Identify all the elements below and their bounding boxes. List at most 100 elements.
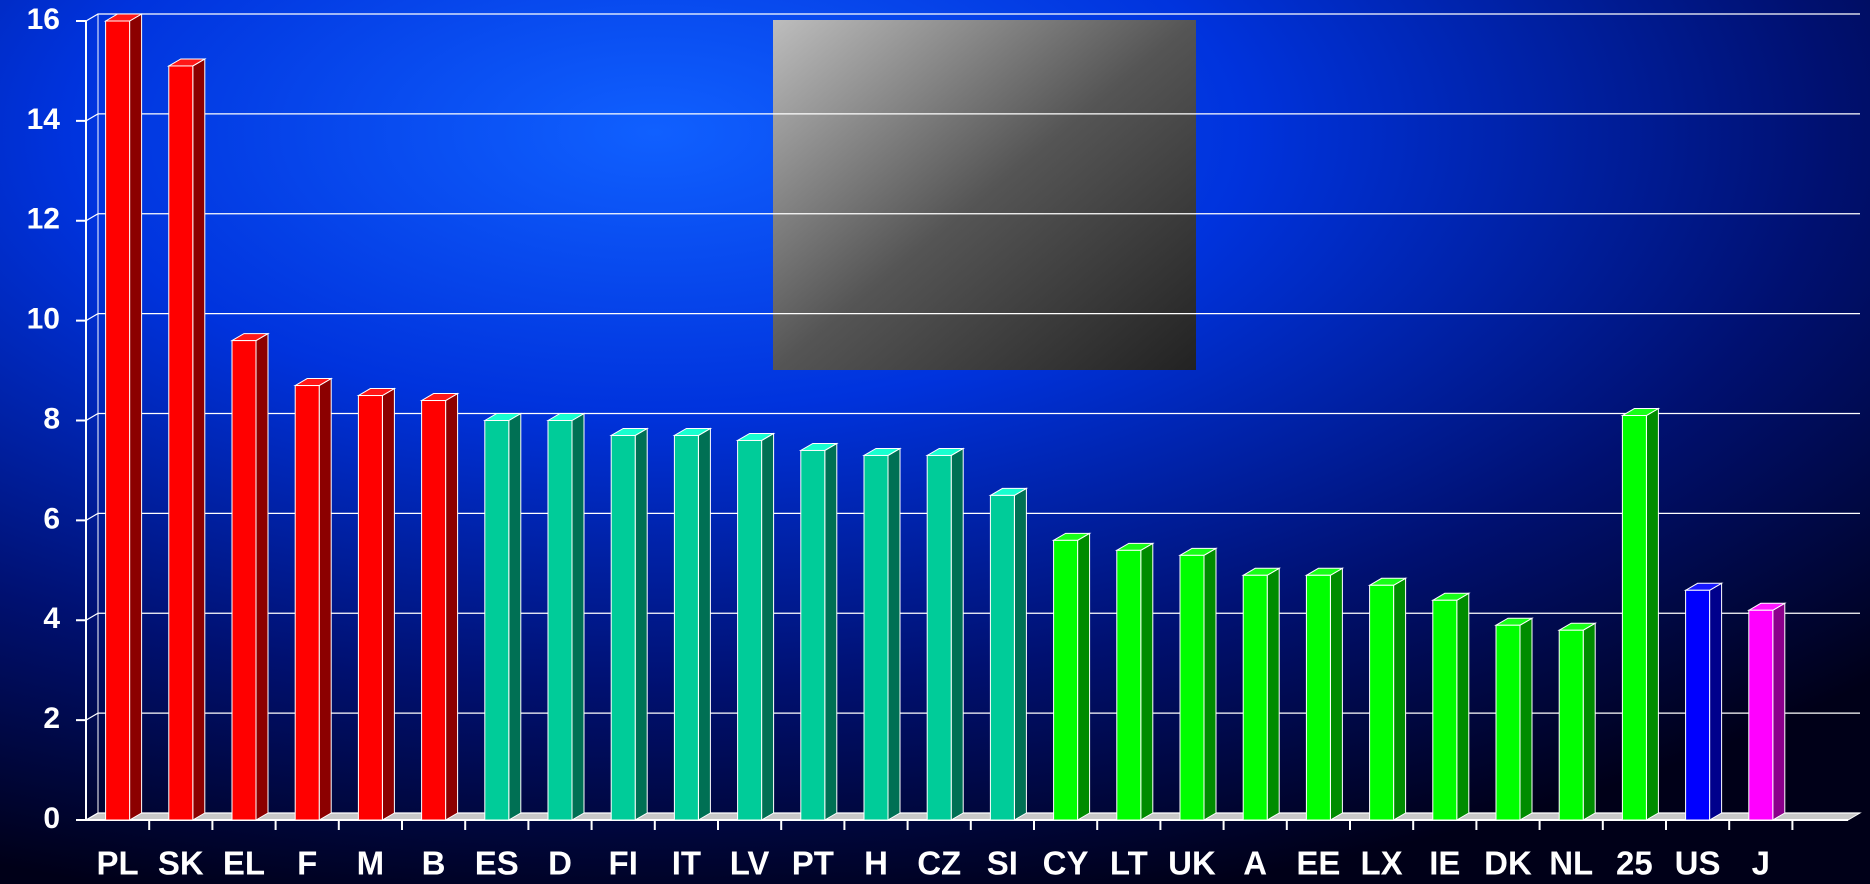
bar bbox=[356, 387, 397, 821]
bar-front bbox=[294, 385, 320, 821]
bar bbox=[482, 412, 523, 821]
bar-front bbox=[989, 494, 1015, 821]
y-tick-label: 2 bbox=[43, 702, 60, 735]
bar bbox=[1178, 547, 1218, 821]
grid-line bbox=[85, 13, 1860, 22]
bar bbox=[1051, 532, 1092, 821]
x-tick-label: SK bbox=[158, 845, 204, 882]
bar-front bbox=[357, 395, 383, 821]
x-tick-label: LX bbox=[1361, 845, 1403, 882]
bar-side bbox=[445, 392, 459, 821]
bar bbox=[798, 442, 839, 821]
y-tick-label: 14 bbox=[27, 103, 61, 136]
bar-side bbox=[318, 377, 332, 821]
y-tick-label: 4 bbox=[43, 602, 60, 635]
bar-side bbox=[1329, 567, 1343, 821]
bar-front bbox=[421, 400, 447, 821]
bar bbox=[230, 332, 270, 821]
bar-front bbox=[231, 340, 257, 821]
grid-line bbox=[85, 213, 1860, 222]
bar-front bbox=[1495, 624, 1521, 821]
x-tick-label: UK bbox=[1168, 845, 1216, 882]
bar bbox=[103, 13, 144, 821]
bar bbox=[925, 447, 966, 821]
bar bbox=[1683, 582, 1724, 821]
bar-side bbox=[129, 13, 143, 821]
bar-front bbox=[863, 454, 889, 821]
grid-line bbox=[85, 512, 1860, 521]
bar bbox=[988, 487, 1029, 821]
bar bbox=[862, 447, 902, 821]
bar-front bbox=[1685, 589, 1711, 821]
x-tick-label: LT bbox=[1110, 845, 1148, 882]
y-tick-label: 16 bbox=[27, 3, 60, 36]
bar-side bbox=[571, 412, 585, 821]
bar-front bbox=[105, 20, 131, 821]
bar-front bbox=[1558, 629, 1584, 821]
x-tick-label: US bbox=[1675, 845, 1721, 882]
x-tick-label: EL bbox=[223, 845, 265, 882]
bar-front bbox=[926, 454, 952, 821]
bar-side bbox=[761, 432, 775, 821]
bar-side bbox=[697, 427, 711, 821]
bar-side bbox=[1519, 617, 1533, 821]
bar-side bbox=[1140, 542, 1154, 821]
x-tick-label: J bbox=[1752, 845, 1770, 882]
bar-side bbox=[508, 412, 522, 821]
bar-front bbox=[610, 434, 636, 821]
bar-side bbox=[634, 427, 648, 821]
y-tick-label: 8 bbox=[43, 402, 60, 435]
bar bbox=[1620, 407, 1661, 821]
y-tick-label: 6 bbox=[43, 502, 60, 535]
bar-side bbox=[1013, 487, 1027, 821]
bar bbox=[419, 392, 460, 821]
grid-line bbox=[85, 412, 1860, 422]
x-tick-label: F bbox=[297, 845, 317, 882]
grid-line bbox=[85, 113, 1860, 122]
bar bbox=[1367, 577, 1408, 821]
bar bbox=[1557, 622, 1598, 821]
x-tick-label: M bbox=[357, 845, 385, 882]
bar-side bbox=[1582, 622, 1596, 821]
bar-side bbox=[1456, 592, 1470, 821]
bar bbox=[1430, 592, 1471, 821]
x-tick-label: H bbox=[864, 845, 888, 882]
bar-side bbox=[1772, 602, 1786, 821]
bar bbox=[1746, 602, 1787, 821]
bar-side bbox=[1266, 567, 1280, 821]
x-tick-label: IE bbox=[1429, 845, 1460, 882]
x-tick-label: FI bbox=[609, 845, 638, 882]
y-tick-label: 12 bbox=[27, 203, 60, 236]
bar-side bbox=[192, 58, 206, 821]
y-tick-label: 0 bbox=[43, 802, 60, 835]
bar-front bbox=[1748, 609, 1774, 821]
grid-line bbox=[85, 313, 1860, 322]
bar bbox=[1304, 567, 1345, 821]
x-tick-label: A bbox=[1243, 845, 1267, 882]
bar-side bbox=[887, 447, 901, 821]
bar-front bbox=[1305, 574, 1331, 821]
bar-front bbox=[1432, 599, 1458, 821]
x-tick-label: NL bbox=[1549, 845, 1593, 882]
x-tick-label: CZ bbox=[917, 845, 961, 882]
bar-front bbox=[1242, 574, 1268, 821]
bar-side bbox=[824, 442, 838, 821]
bar-front bbox=[547, 420, 573, 821]
x-tick-label: SI bbox=[987, 845, 1018, 882]
bar bbox=[1114, 542, 1155, 821]
bar-front bbox=[673, 434, 699, 821]
bar-front bbox=[1053, 539, 1079, 821]
bar-front bbox=[1179, 554, 1205, 821]
x-tick-label: LV bbox=[730, 845, 770, 882]
bar bbox=[672, 427, 713, 821]
bar-front bbox=[1116, 549, 1142, 821]
bar bbox=[546, 412, 586, 821]
bar-side bbox=[1645, 407, 1659, 821]
bar bbox=[166, 58, 207, 821]
x-tick-label: D bbox=[548, 845, 572, 882]
bar-side bbox=[1077, 532, 1091, 821]
bar bbox=[1241, 567, 1282, 821]
plot-area: 0 2 4 6 8 10 12 14 16 PL SK EL F M B ES D FI IT LV PT H CZ SI CY… bbox=[27, 3, 1862, 882]
